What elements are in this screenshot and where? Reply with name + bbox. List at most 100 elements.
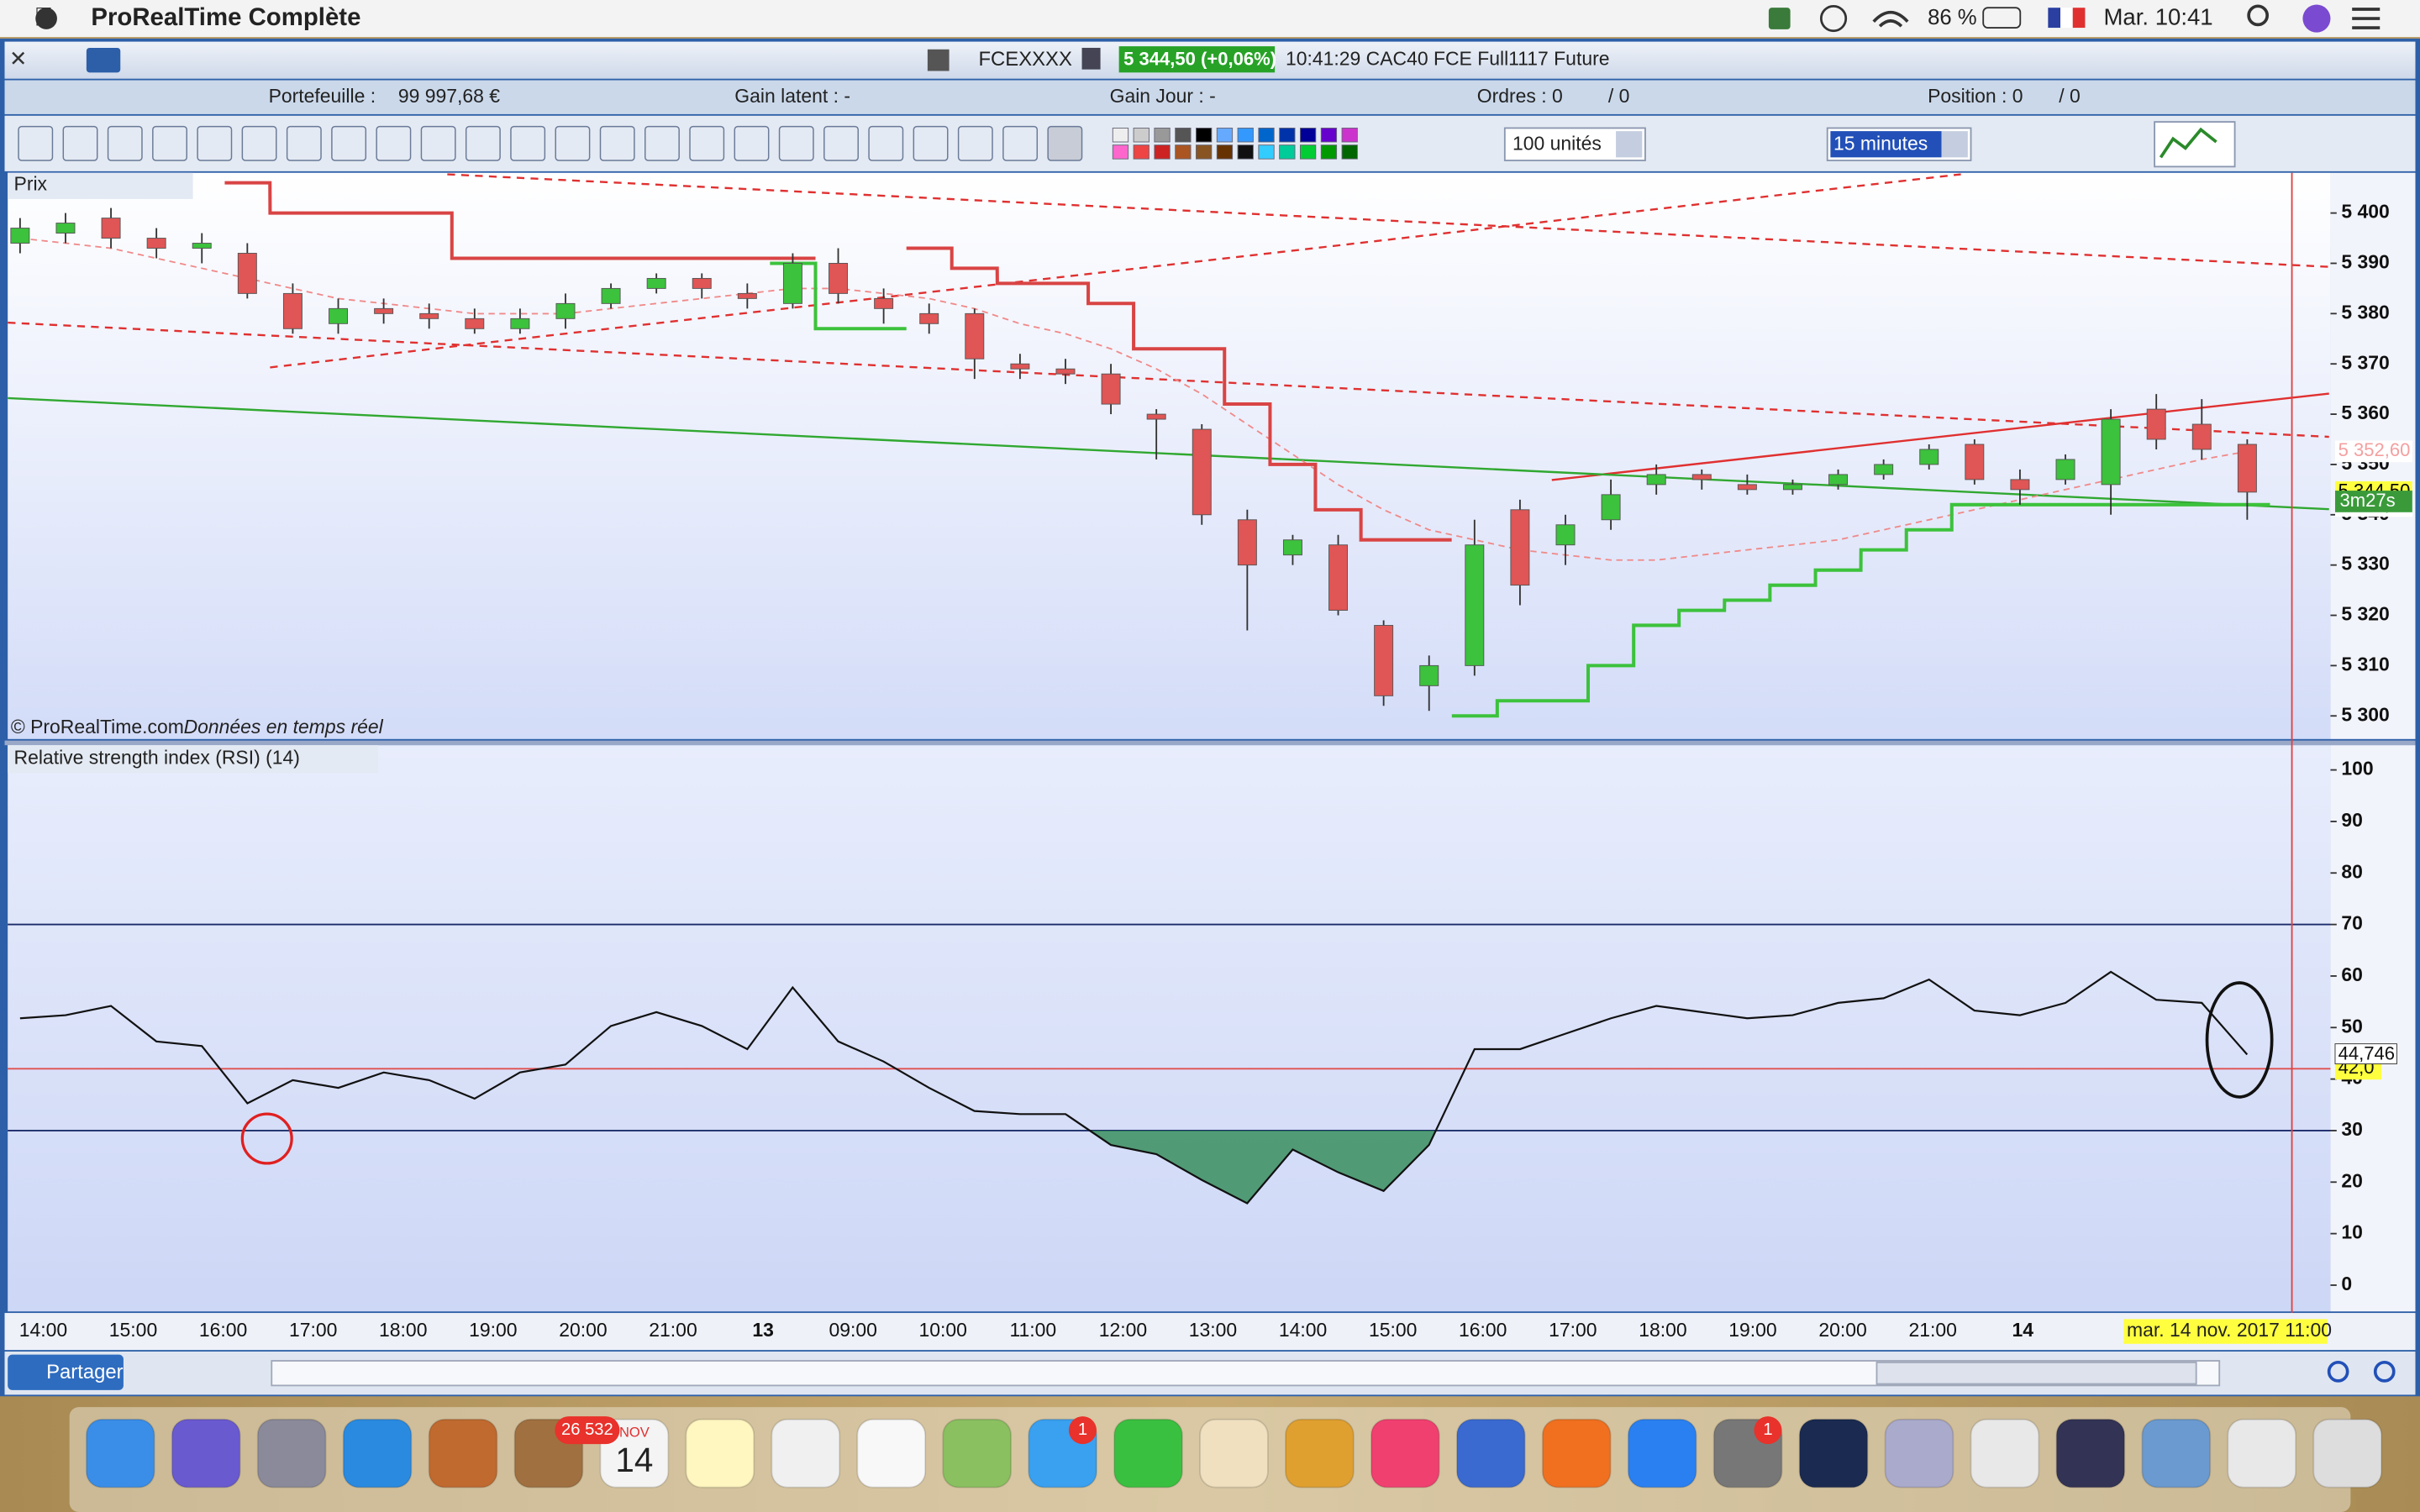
tool-button[interactable]: [913, 125, 949, 161]
zoom-out[interactable]: [2327, 1361, 2349, 1383]
dock-icon[interactable]: [85, 1418, 155, 1488]
dock-icon[interactable]: [2227, 1418, 2297, 1488]
color-swatch[interactable]: [1133, 144, 1150, 160]
dock-icon[interactable]: [2312, 1418, 2382, 1488]
tool-button[interactable]: [331, 125, 367, 161]
dock-icon[interactable]: [2141, 1418, 2212, 1488]
position-total[interactable]: / 0: [2059, 85, 2081, 107]
dock-icon[interactable]: [1627, 1418, 1697, 1488]
instrument-icon[interactable]: [927, 49, 950, 71]
dock-icon[interactable]: [1285, 1418, 1355, 1488]
dock-icon[interactable]: [1199, 1418, 1269, 1488]
color-swatch[interactable]: [1154, 127, 1171, 143]
tool-button[interactable]: [778, 125, 814, 161]
color-swatch[interactable]: [1279, 127, 1296, 143]
scroll-thumb[interactable]: [1876, 1361, 2197, 1385]
color-swatch[interactable]: [1320, 127, 1338, 143]
dock-icon[interactable]: [2055, 1418, 2126, 1488]
tool-button[interactable]: [376, 125, 412, 161]
dock-icon[interactable]: [1884, 1418, 1954, 1488]
color-swatch[interactable]: [1112, 144, 1129, 160]
tool-button[interactable]: [197, 125, 233, 161]
color-swatch[interactable]: [1196, 127, 1213, 143]
tool-button[interactable]: [868, 125, 904, 161]
units-value[interactable]: 100 unités: [1512, 133, 1602, 155]
dock-icon[interactable]: [856, 1418, 927, 1488]
tool-button[interactable]: [510, 125, 546, 161]
flag-red[interactable]: [2072, 8, 2086, 29]
tool-button[interactable]: [644, 125, 680, 161]
time-machine-icon[interactable]: [1819, 4, 1848, 33]
color-swatch[interactable]: [1196, 144, 1213, 160]
dock-icon[interactable]: [1541, 1418, 1612, 1488]
dock-icon[interactable]: [342, 1418, 413, 1488]
tool-button[interactable]: [599, 125, 635, 161]
dock-icon[interactable]: [685, 1418, 755, 1488]
dock-icon[interactable]: [1113, 1418, 1183, 1488]
color-swatch[interactable]: [1133, 127, 1150, 143]
color-swatch[interactable]: [1299, 144, 1317, 160]
tool-button[interactable]: [420, 125, 456, 161]
color-swatch[interactable]: [1341, 144, 1358, 160]
color-swatch[interactable]: [1258, 127, 1275, 143]
flag-blue[interactable]: [2048, 8, 2061, 29]
share-label[interactable]: Partager: [46, 1361, 124, 1383]
close-button[interactable]: ✕: [9, 47, 28, 71]
units-arrow[interactable]: [1616, 131, 1643, 158]
dock-icon[interactable]: [428, 1418, 498, 1488]
color-swatch[interactable]: [1279, 144, 1296, 160]
color-swatch[interactable]: [1341, 127, 1358, 143]
apple-icon[interactable]: [35, 8, 57, 29]
tool-button[interactable]: [62, 125, 98, 161]
wifi-icon[interactable]: [1872, 10, 1909, 28]
tool-button[interactable]: [465, 125, 501, 161]
color-swatch[interactable]: [1320, 144, 1338, 160]
color-swatch[interactable]: [1237, 144, 1254, 160]
color-swatch[interactable]: [1175, 127, 1192, 143]
notification-icon[interactable]: [2352, 8, 2381, 29]
dock-icon[interactable]: [1370, 1418, 1440, 1488]
tool-button[interactable]: [107, 125, 143, 161]
dock-icon[interactable]: [1798, 1418, 1869, 1488]
color-swatch[interactable]: [1175, 144, 1192, 160]
tool-button[interactable]: [1002, 125, 1039, 161]
zoom-in[interactable]: [2373, 1361, 2396, 1383]
color-swatch[interactable]: [1112, 127, 1129, 143]
dock-icon[interactable]: [771, 1418, 841, 1488]
dock-icon[interactable]: [256, 1418, 327, 1488]
flag-white[interactable]: [2060, 8, 2073, 29]
color-swatch[interactable]: [1258, 144, 1275, 160]
dock-icon[interactable]: [1970, 1418, 2040, 1488]
color-swatch[interactable]: [1216, 127, 1234, 143]
tool-button[interactable]: [957, 125, 993, 161]
battery-icon[interactable]: [1982, 7, 2022, 29]
position[interactable]: Position : 0: [1928, 85, 2023, 107]
color-swatch[interactable]: [1216, 144, 1234, 160]
search-icon[interactable]: [2247, 4, 2269, 27]
color-swatch[interactable]: [1237, 127, 1254, 143]
tool-button[interactable]: [734, 125, 770, 161]
dock-icon[interactable]: [1455, 1418, 1526, 1488]
tool-button[interactable]: [286, 125, 322, 161]
info-icon[interactable]: [1081, 47, 1101, 70]
color-swatch[interactable]: [1299, 127, 1317, 143]
tool-button[interactable]: [152, 125, 187, 161]
dock-icon[interactable]: [942, 1418, 1012, 1488]
siri-icon[interactable]: [2302, 4, 2331, 33]
orders[interactable]: Ordres : 0: [1477, 85, 1563, 107]
timeframe-arrow[interactable]: [1941, 131, 1968, 158]
indicator-button[interactable]: [2154, 121, 2236, 168]
clock[interactable]: Mar. 10:41: [2103, 3, 2212, 29]
status-icon[interactable]: [1768, 8, 1791, 29]
tool-button[interactable]: [689, 125, 725, 161]
dock-icon[interactable]: [171, 1418, 241, 1488]
orders-total[interactable]: / 0: [1608, 85, 1630, 107]
tool-button[interactable]: [18, 125, 54, 161]
tool-button[interactable]: [555, 125, 591, 161]
instrument[interactable]: FCEXXXX: [978, 48, 1071, 71]
keyboard-button[interactable]: [86, 47, 121, 73]
timeframe-value[interactable]: 15 minutes: [1833, 133, 1928, 155]
tool-button[interactable]: [1047, 125, 1083, 161]
tool-button[interactable]: [241, 125, 277, 161]
share-button[interactable]: [8, 1354, 124, 1390]
